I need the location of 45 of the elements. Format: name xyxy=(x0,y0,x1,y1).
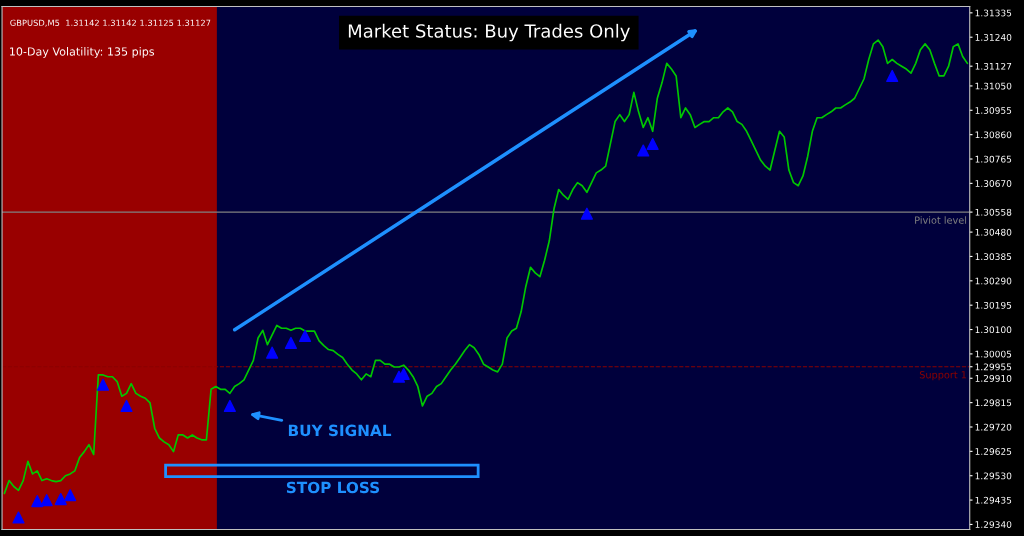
annotation: Market Status: Buy Trades Only xyxy=(348,23,630,42)
y-tick-label: 1.29720 xyxy=(975,423,1012,431)
point xyxy=(120,399,133,413)
annotation: BUY SIGNAL xyxy=(288,424,392,437)
y-tick-label: 1.29955 xyxy=(975,363,1012,371)
y-tick-label: 1.30860 xyxy=(975,131,1012,139)
y-tick-label: 1.30290 xyxy=(975,277,1012,285)
point xyxy=(637,144,650,157)
text: GBPUSD,M5 1.31142 1.31142 1.31125 1.31127 xyxy=(10,19,211,27)
annotation: 10-Day Volatility: 135 pips xyxy=(10,47,155,58)
point xyxy=(54,492,67,506)
y-tick-label: 1.29815 xyxy=(975,399,1012,407)
annotation: STOP LOSS xyxy=(286,481,380,494)
point xyxy=(298,329,312,343)
point xyxy=(64,489,77,502)
y-tick-label: 1.30195 xyxy=(975,301,1012,309)
point xyxy=(284,336,298,349)
y-tick-label: 1.31335 xyxy=(975,9,1012,17)
y-tick-label: 1.29340 xyxy=(975,521,1012,528)
y-tick-label: 1.30100 xyxy=(975,326,1012,334)
y-tick-label: 1.30005 xyxy=(975,350,1012,358)
point xyxy=(96,378,110,391)
ref-line-label: Support 1 xyxy=(919,371,967,381)
y-tick-label: 1.30480 xyxy=(975,228,1012,236)
point xyxy=(223,399,236,413)
y-tick-label: 1.29625 xyxy=(975,448,1012,455)
point xyxy=(580,207,593,220)
point xyxy=(12,511,25,524)
point xyxy=(40,494,53,507)
y-tick-label: 1.30670 xyxy=(975,180,1012,187)
y-tick-label: 1.30955 xyxy=(975,107,1012,114)
y-tick-label: 1.29435 xyxy=(975,496,1012,504)
y-tick-label: 1.29910 xyxy=(975,375,1012,382)
ref-line-label: Piviot level xyxy=(915,216,967,224)
y-tick-label: 1.31240 xyxy=(975,33,1012,41)
y-tick-label: 1.30558 xyxy=(975,208,1012,216)
point xyxy=(31,495,44,508)
y-tick-label: 1.30765 xyxy=(975,155,1012,163)
point xyxy=(646,137,659,150)
y-tick-label: 1.30385 xyxy=(975,253,1012,261)
point xyxy=(886,69,899,83)
y-tick-label: 1.31050 xyxy=(975,82,1012,90)
point xyxy=(266,346,279,359)
y-tick-label: 1.29530 xyxy=(975,472,1012,480)
y-tick-label: 1.31127 xyxy=(975,62,1012,70)
